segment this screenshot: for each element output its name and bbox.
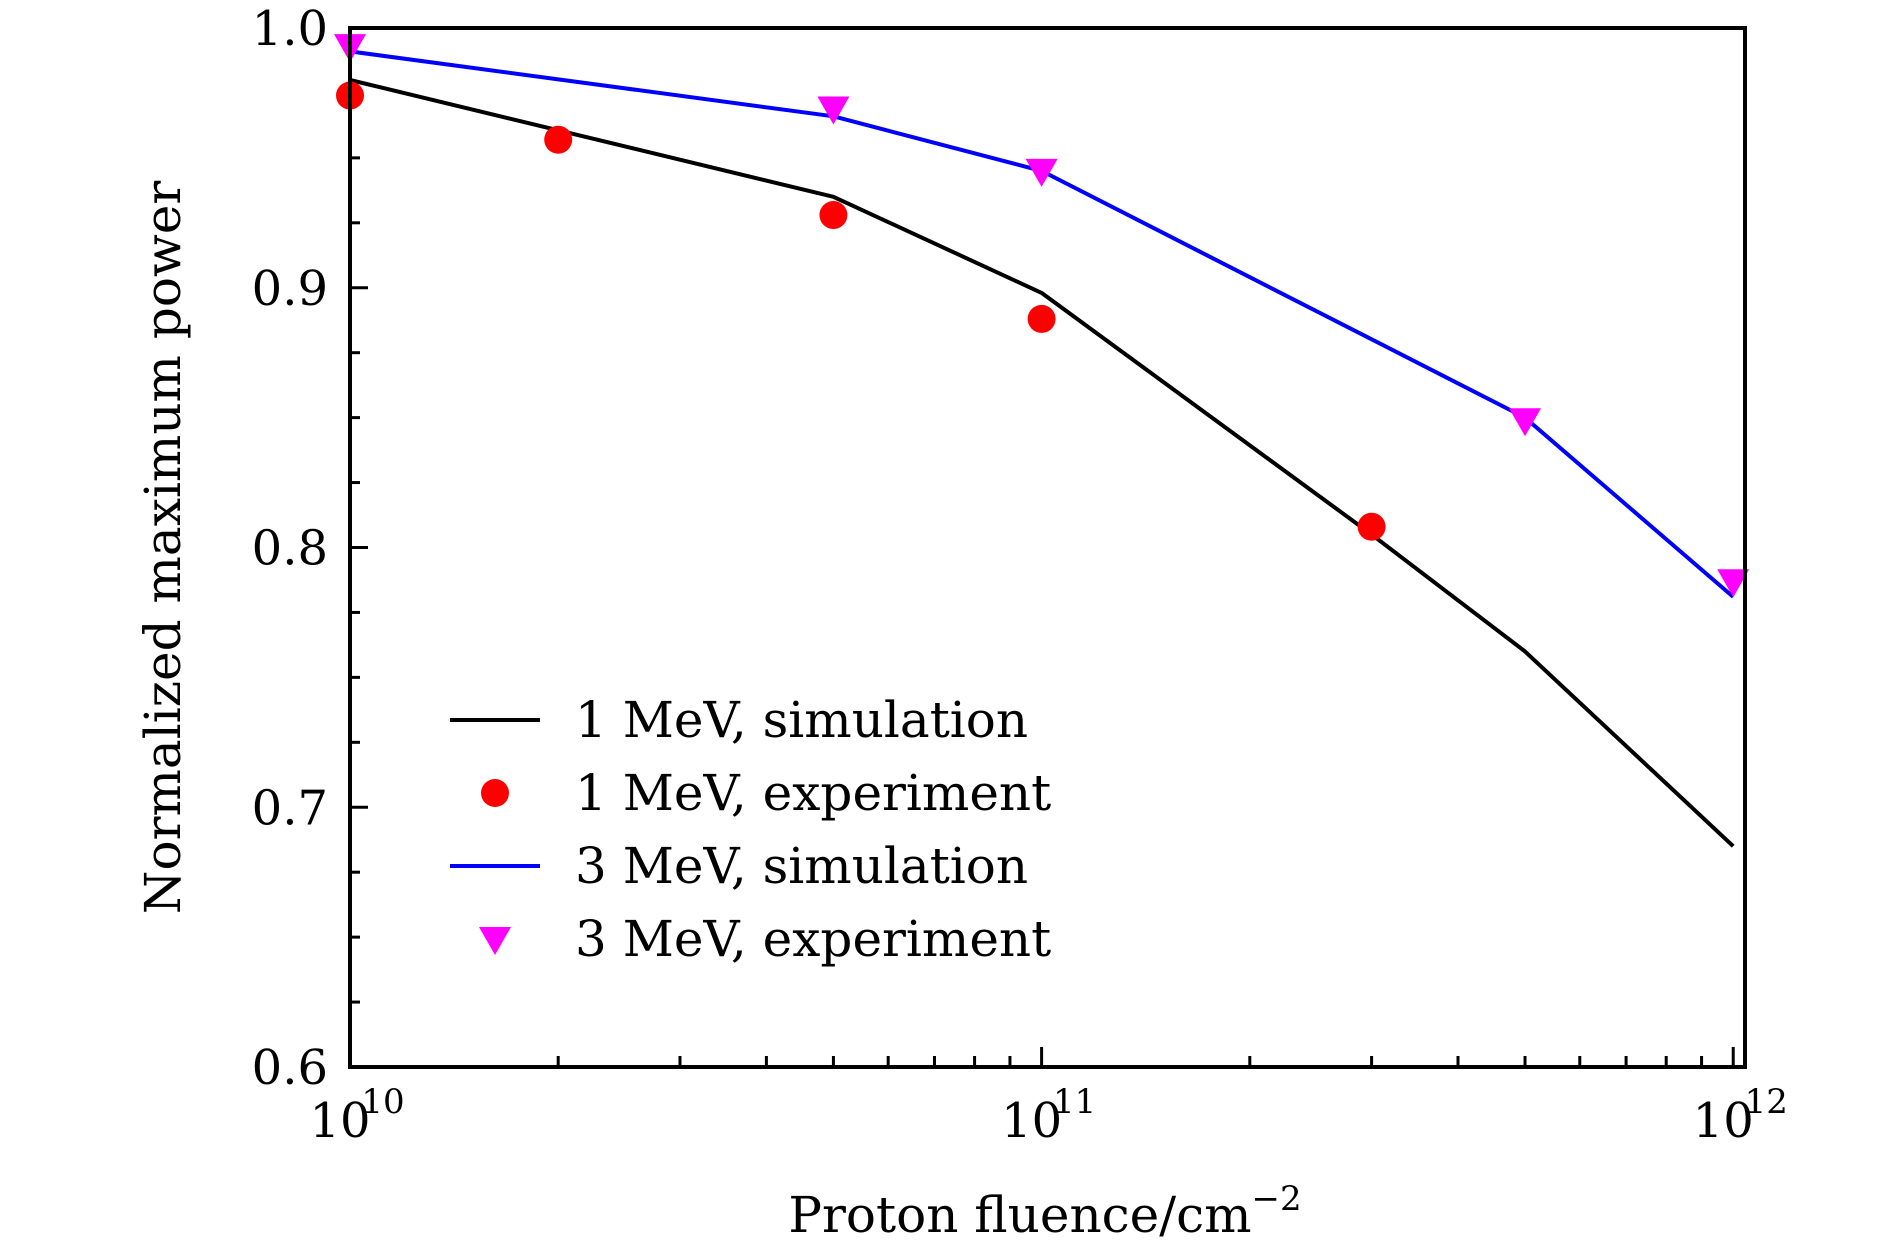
x-tick-label-exponent: 12 — [1745, 1082, 1788, 1122]
x-axis-title: Proton fluence/cm−2 — [788, 1179, 1301, 1244]
x-axis-title-exponent: −2 — [1252, 1179, 1302, 1219]
x-tick-label-exponent: 10 — [361, 1082, 404, 1122]
series-1-point — [819, 201, 848, 230]
x-tick-label: 10 — [309, 1093, 370, 1149]
series-3-point — [1509, 408, 1542, 437]
series-3-point — [1025, 158, 1058, 187]
x-tick-label: 10 — [1693, 1093, 1754, 1149]
series-1-point — [1027, 304, 1056, 333]
legend-label: 1 MeV, experiment — [575, 764, 1051, 822]
y-tick-label: 0.8 — [252, 521, 328, 577]
y-tick-label: 0.7 — [252, 780, 328, 836]
x-tick-label-exponent: 11 — [1053, 1082, 1096, 1122]
y-tick-label: 0.9 — [252, 261, 328, 317]
legend-marker-swatch — [481, 779, 509, 807]
legend-marker-swatch — [479, 927, 511, 955]
series-1-point — [544, 125, 573, 154]
x-axis-title-main: Proton fluence/cm — [788, 1186, 1251, 1244]
legend-label: 3 MeV, simulation — [575, 837, 1028, 895]
series-3-point — [1717, 569, 1750, 598]
series-line-0 — [349, 78, 1735, 848]
legend: 1 MeV, simulation 1 MeV, experiment 3 MeV,… — [450, 691, 1051, 968]
legend-label: 1 MeV, simulation — [575, 691, 1028, 749]
y-axis-title: Normalized maximum power — [134, 181, 192, 915]
series-3-point — [817, 96, 850, 125]
plot-series — [334, 34, 1750, 848]
x-tick-label: 10 — [1001, 1093, 1062, 1149]
y-tick-label: 1.0 — [252, 1, 328, 57]
plot-frame — [348, 26, 1747, 1069]
y-tick-label: 0.6 — [252, 1040, 328, 1096]
legend-label: 3 MeV, experiment — [575, 910, 1051, 968]
series-1-point — [1357, 512, 1386, 541]
